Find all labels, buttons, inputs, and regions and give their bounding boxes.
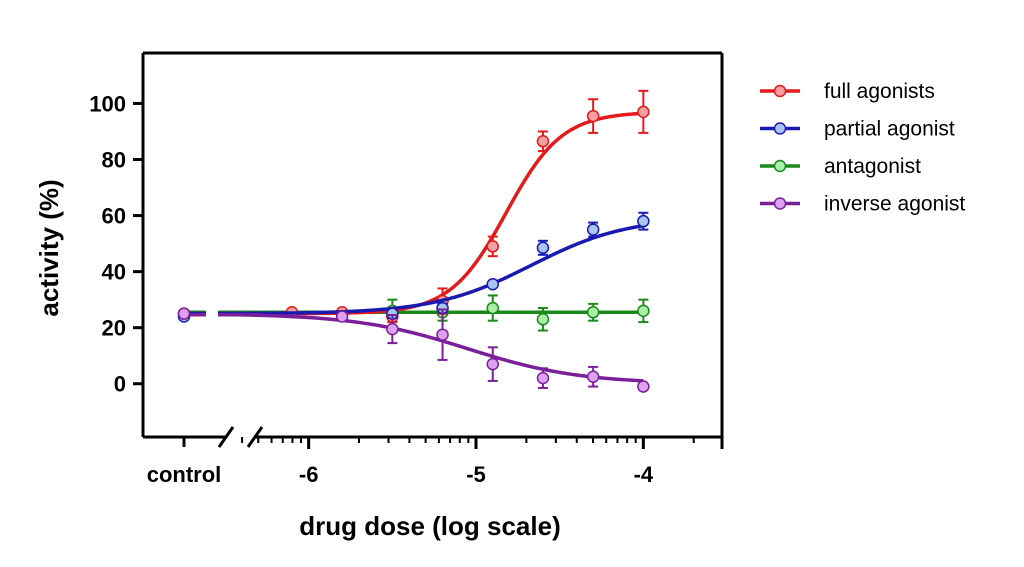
y-tick-label: 80 [102, 148, 126, 173]
series-inverse-agonist [177, 307, 650, 393]
y-axis-title: activity (%) [34, 179, 64, 316]
y-tick-label: 20 [102, 316, 126, 341]
data-point [586, 109, 600, 123]
legend-label: inverse agonist [824, 193, 965, 216]
axis-break-mark-left [217, 426, 235, 448]
data-point [586, 370, 600, 383]
y-tick-label: 100 [89, 91, 126, 116]
data-point [486, 357, 499, 371]
plot-area [177, 89, 650, 393]
legend-item: partial agonist [760, 118, 955, 141]
legend-item: full agonists [760, 80, 935, 103]
data-point [586, 223, 600, 236]
axes: 0 20 40 60 80 100 control -6 -5 -4 [89, 51, 724, 487]
legend-marker [773, 84, 787, 98]
axis-break-mark-right [246, 426, 264, 448]
legend-label: partial agonist [824, 118, 955, 141]
data-point [536, 135, 550, 148]
y-tick-label: 40 [102, 260, 126, 285]
x-tick-label: -5 [466, 462, 486, 487]
x-tick-label: -6 [299, 462, 319, 487]
legend-item: inverse agonist [760, 193, 965, 216]
data-point [637, 380, 650, 393]
data-point [637, 304, 650, 318]
data-point [335, 310, 349, 323]
data-point [536, 241, 550, 255]
data-point [637, 105, 650, 119]
data-point [486, 277, 499, 291]
fit-curve [233, 223, 644, 316]
control-point [177, 307, 191, 320]
legend-label: full agonists [824, 80, 935, 103]
data-point [486, 240, 499, 253]
series-partial-agonist [177, 211, 650, 323]
legend-marker [773, 159, 787, 173]
data-point [436, 328, 449, 341]
data-point [486, 301, 499, 315]
legend-marker [773, 197, 787, 210]
x-axis-title: drug dose (log scale) [299, 511, 561, 541]
series-full-agonists [177, 89, 650, 324]
x-tick-label-control: control [147, 462, 222, 487]
data-point [637, 214, 650, 228]
y-tick-label: 0 [114, 372, 126, 397]
legend: full agonists partial agonist antagonist in… [760, 80, 965, 216]
data-point [586, 306, 600, 319]
data-point [536, 313, 550, 326]
data-point [386, 322, 399, 336]
fit-curve [233, 111, 644, 316]
legend-item: antagonist [760, 155, 921, 178]
fit-curve [233, 312, 644, 383]
legend-marker [773, 122, 787, 135]
y-tick-label: 60 [102, 204, 126, 229]
legend-label: antagonist [824, 155, 921, 178]
data-point [536, 371, 550, 385]
x-tick-label: -4 [634, 462, 654, 487]
